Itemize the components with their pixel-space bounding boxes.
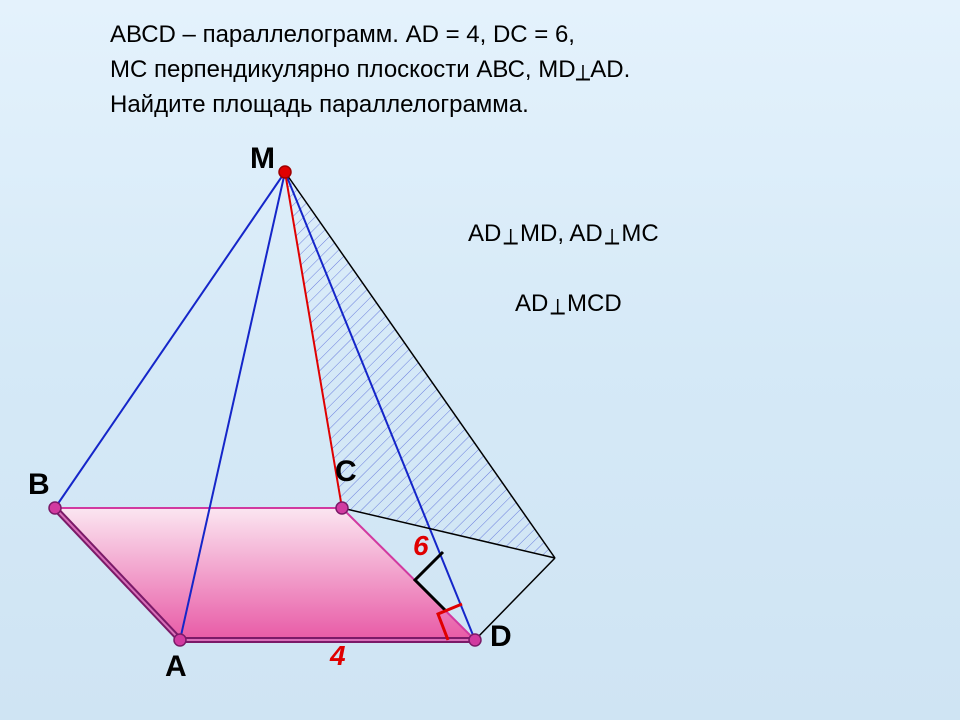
point-d <box>469 634 481 646</box>
point-b <box>49 502 61 514</box>
label-d: D <box>490 620 512 654</box>
label-b: B <box>28 468 50 502</box>
point-m <box>279 166 291 178</box>
point-a <box>174 634 186 646</box>
edge-mb <box>55 172 285 508</box>
point-c <box>336 502 348 514</box>
len-dc: 6 <box>413 530 429 562</box>
edge-de-ext <box>475 558 555 640</box>
label-m: M <box>250 142 275 176</box>
len-ad: 4 <box>330 640 346 672</box>
label-a: A <box>165 650 187 684</box>
geometry-diagram <box>0 0 960 720</box>
label-c: C <box>335 455 357 489</box>
